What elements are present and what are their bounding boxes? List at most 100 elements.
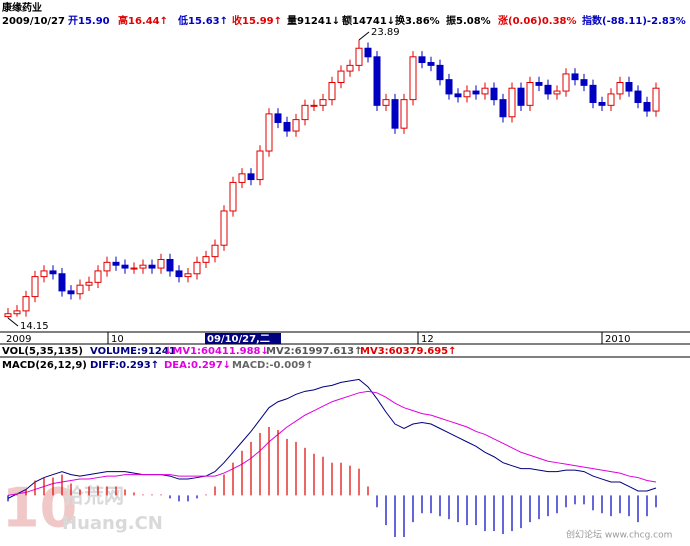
candle-body — [265, 113, 273, 152]
macd-line — [7, 378, 657, 499]
candle-body — [580, 79, 588, 86]
quote-amplitude: 振5.08% — [446, 14, 491, 27]
candle-body — [355, 47, 363, 66]
candle-body — [103, 261, 111, 272]
macd-diff: DIFF:0.293↑ — [90, 360, 159, 371]
candle-body — [436, 64, 444, 81]
candle-body — [481, 87, 489, 95]
candle-body — [634, 90, 642, 103]
quote-turnover: 换3.86% — [395, 14, 440, 27]
quote-low: 低15.63↑ — [177, 14, 228, 27]
candle-body — [337, 70, 345, 83]
candle-body — [607, 93, 615, 106]
macd-line — [7, 390, 657, 496]
annotation-leader — [358, 31, 370, 41]
candle-body — [184, 273, 192, 278]
candle-body — [301, 104, 309, 121]
candle-body — [319, 99, 327, 106]
candle-body — [544, 84, 552, 95]
candle-body — [616, 82, 624, 95]
candle-body — [229, 181, 237, 212]
candle-body — [346, 64, 354, 72]
quote-volume: 量91241↓ — [287, 14, 340, 27]
candle-body — [166, 258, 174, 272]
candle-body — [292, 119, 300, 132]
candle-body — [175, 270, 183, 278]
macd-title: MACD(26,12,9) — [2, 360, 87, 371]
candle-body — [490, 87, 498, 101]
candle-body — [589, 84, 597, 103]
candle-body — [562, 73, 570, 92]
quote-open: 开15.90 — [68, 15, 110, 27]
candle-body — [67, 290, 75, 295]
watermark: 10 拾荒网 Huang.CN 创幻论坛 www.chcg.com — [2, 477, 672, 541]
annotation: 23.89 — [371, 27, 400, 38]
time-label: 2010 — [605, 334, 630, 345]
candle-body — [112, 261, 120, 266]
quote-date: 2009/10/27 — [2, 16, 65, 27]
candle-body — [400, 99, 408, 129]
macd-dea: DEA:0.297↓ — [164, 360, 231, 371]
candle-body — [121, 264, 129, 269]
candle-body — [283, 121, 291, 132]
candle-body — [85, 281, 93, 286]
candle-body — [382, 99, 390, 106]
candle-body — [130, 267, 138, 270]
candle-body — [409, 56, 417, 101]
candle-body — [220, 210, 228, 246]
candle-body — [274, 113, 282, 123]
vol-mv3: MV3:60379.695↑ — [360, 346, 457, 357]
time-label: 10 — [111, 334, 124, 345]
quote-amount: 额14741↓ — [342, 14, 395, 27]
candle-body — [364, 47, 372, 58]
annotation-leader — [7, 317, 19, 327]
macd-value: MACD:-0.009↑ — [232, 360, 314, 371]
annotation: 14.15 — [20, 321, 49, 332]
quote-change: 涨(0.06)0.38% — [498, 14, 577, 27]
candle-body — [310, 104, 318, 107]
candle-body — [139, 264, 147, 269]
candle-body — [256, 150, 264, 181]
candle-body — [4, 313, 12, 318]
candle-body — [472, 90, 480, 95]
candle-body — [373, 56, 381, 106]
candle-body — [13, 310, 21, 315]
candle-body — [211, 244, 219, 258]
cursor-box — [205, 333, 281, 344]
vol-title: VOL(5,35,135) — [2, 346, 83, 357]
candle-body — [94, 270, 102, 283]
candle-body — [463, 90, 471, 98]
time-label: 2009 — [6, 334, 31, 345]
vol-mv1: ↓MV1:60411.988↓ — [164, 346, 269, 357]
candle-body — [418, 56, 426, 64]
candle-body — [427, 62, 435, 66]
vol-value: VOLUME:91241 — [90, 346, 176, 357]
candle-body — [571, 73, 579, 81]
candle-body — [508, 87, 516, 118]
candle-body — [598, 101, 606, 106]
candle-body — [202, 256, 210, 263]
candle-body — [22, 296, 30, 312]
candle-body — [553, 90, 561, 95]
candle-body — [445, 79, 453, 95]
candle-body — [526, 82, 534, 106]
candle-body — [391, 99, 399, 129]
candle-body — [58, 273, 66, 292]
candle-body — [49, 270, 57, 275]
watermark-cn: 拾荒网 — [64, 484, 124, 508]
candle-body — [625, 82, 633, 92]
cursor-date: 09/10/27,二 — [207, 333, 270, 345]
quote-high: 高16.44↑ — [118, 14, 168, 27]
candle-body — [643, 101, 651, 112]
candle-body — [193, 261, 201, 275]
watermark-site: 创幻论坛 www.chcg.com — [566, 529, 672, 541]
candle-body — [454, 93, 462, 98]
candle-body — [328, 82, 336, 101]
candle-body — [40, 270, 48, 278]
candle-body — [247, 173, 255, 181]
watermark-en: Huang.CN — [62, 513, 163, 534]
candle-body — [499, 99, 507, 118]
